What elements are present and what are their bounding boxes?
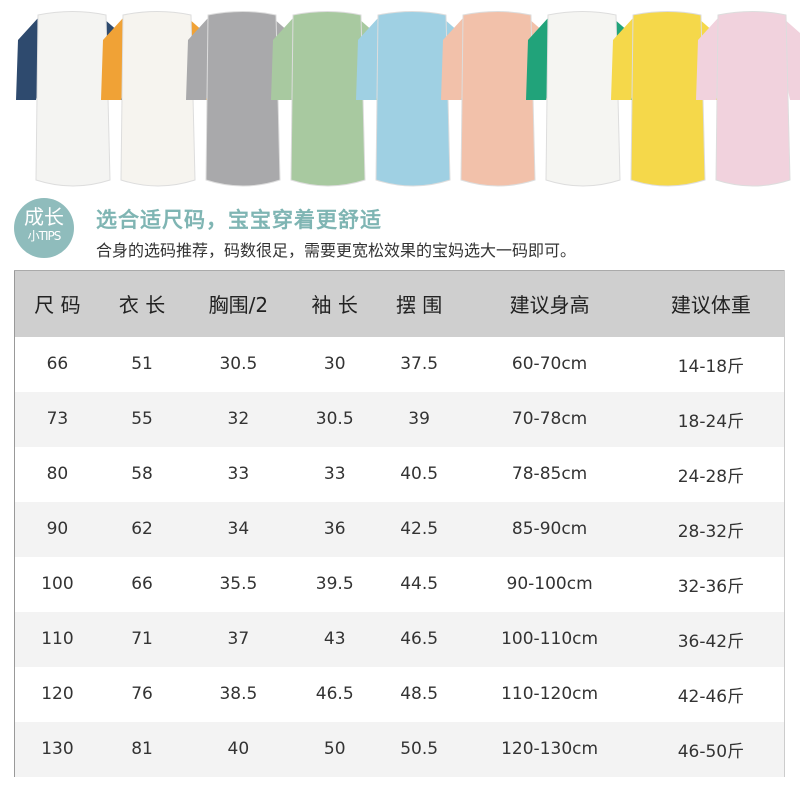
column-header: 袖 长	[292, 270, 377, 337]
garment-body	[120, 11, 196, 187]
table-cell: 38.5	[219, 684, 258, 704]
table-cell: 46-50斤	[637, 721, 785, 777]
table-cell: 30	[323, 354, 346, 374]
table-cell: 62	[99, 501, 185, 557]
table-cell: 85-90cm	[461, 501, 638, 557]
column-header: 衣 长	[99, 270, 185, 337]
table-row: 73 55 32 30.5 39 70-78cm 18-24斤	[14, 391, 785, 447]
garment-body	[35, 11, 111, 187]
table-cell: 71	[99, 611, 185, 667]
table-row: 90 62 34 36 42.5 85-90cm 28-32斤	[14, 501, 785, 557]
garment-body	[545, 11, 621, 187]
table-cell: 80	[46, 464, 69, 484]
table-cell: 73	[14, 391, 100, 447]
garment-body	[630, 11, 706, 187]
table-cell: 43	[292, 611, 377, 667]
table-cell: 34	[184, 501, 293, 557]
size-table: 尺 码衣 长胸围/2 袖 长摆 围建议身高 建议体重 66 51 30.5 30 37.5 6…	[14, 270, 785, 777]
garment	[611, 11, 725, 187]
table-cell: 50	[292, 721, 377, 777]
table-row: 100 66 35.5 39.5 44.5 90-100cm 32-36斤	[15, 557, 785, 612]
table-cell: 76	[131, 684, 153, 704]
table-cell: 40.5	[400, 464, 439, 484]
table-cell: 55	[99, 391, 185, 447]
table-cell: 14-18斤	[677, 356, 745, 377]
section-subtitle: 合身的选码推荐，码数很足，需要更宽松效果的宝妈选大一码即可。	[96, 241, 577, 260]
table-cell: 40	[184, 721, 293, 777]
table-cell: 44.5	[400, 574, 439, 594]
table-cell: 30.5	[219, 354, 258, 374]
table-cell: 120	[41, 684, 74, 704]
table-cell: 28-32斤	[637, 501, 785, 557]
table-cell: 32	[184, 391, 293, 447]
table-cell: 66	[46, 354, 69, 374]
garment-body	[375, 11, 451, 187]
table-row: 66 51 30.5 30 37.5 60-70cm 14-18斤	[15, 337, 785, 392]
tips-badge: 成长 小TIPS	[14, 198, 74, 258]
table-cell: 100-110cm	[461, 611, 638, 667]
table-cell: 130	[14, 721, 100, 777]
table-cell: 30.5	[292, 391, 377, 447]
column-header: 摆 围	[376, 270, 462, 337]
table-cell: 37	[184, 611, 293, 667]
table-cell: 81	[99, 721, 185, 777]
column-header: 胸围/2	[184, 270, 293, 337]
table-cell: 39	[376, 391, 462, 447]
garment-body	[205, 11, 281, 187]
table-cell: 37.5	[400, 354, 439, 374]
garment-body	[290, 11, 366, 187]
garment	[696, 11, 800, 187]
garment	[526, 11, 640, 187]
table-cell: 18-24斤	[637, 391, 785, 447]
table-cell: 100	[41, 574, 74, 594]
table-cell: 33	[227, 464, 250, 484]
table-cell: 36	[292, 501, 377, 557]
table-cell: 46.5	[376, 611, 462, 667]
table-cell: 78-85cm	[511, 464, 588, 484]
table-cell: 46.5	[315, 684, 354, 704]
table-cell: 110-120cm	[501, 684, 599, 704]
table-row: 80 58 33 33 40.5 78-85cm 24-28斤	[15, 447, 785, 502]
garment-body	[715, 11, 791, 187]
table-cell: 48.5	[400, 684, 439, 704]
table-cell: 33	[323, 464, 346, 484]
table-cell: 35.5	[219, 574, 258, 594]
table-cell: 24-28斤	[677, 466, 745, 487]
table-row: 120 76 38.5 46.5 48.5 110-120cm 42-46斤	[15, 667, 785, 722]
garment-body	[460, 11, 536, 187]
table-cell: 58	[131, 464, 153, 484]
table-cell: 60-70cm	[511, 354, 588, 374]
table-row: 130 81 40 50 50.5 120-130cm 46-50斤	[14, 721, 785, 777]
garment	[356, 11, 470, 187]
garment	[441, 11, 555, 187]
table-cell: 70-78cm	[461, 391, 638, 447]
table-cell: 90	[14, 501, 100, 557]
garment	[271, 11, 385, 187]
table-cell: 90-100cm	[506, 574, 593, 594]
product-garments-image	[16, 11, 800, 187]
table-row: 110 71 37 43 46.5 100-110cm 36-42斤	[14, 611, 785, 667]
column-header: 建议体重	[637, 270, 785, 337]
table-cell: 36-42斤	[637, 611, 785, 667]
garment	[16, 11, 130, 187]
table-cell: 120-130cm	[461, 721, 638, 777]
table-header-row: 尺 码衣 长胸围/2 袖 长摆 围建议身高 建议体重	[14, 270, 785, 337]
section-title: 选合适尺码，宝宝穿着更舒适	[96, 208, 382, 232]
table-cell: 39.5	[315, 574, 354, 594]
garment	[101, 11, 215, 187]
table-cell: 66	[131, 574, 153, 594]
table-cell: 50.5	[376, 721, 462, 777]
tips-line2: 小TIPS	[27, 229, 62, 243]
garment	[186, 11, 300, 187]
table-cell: 110	[14, 611, 100, 667]
column-header: 尺 码	[14, 270, 100, 337]
table-cell: 42.5	[376, 501, 462, 557]
column-header: 建议身高	[461, 270, 638, 337]
tips-line1: 成长	[24, 205, 64, 229]
table-cell: 51	[131, 354, 153, 374]
table-cell: 32-36斤	[677, 576, 745, 597]
table-cell: 42-46斤	[677, 686, 745, 707]
